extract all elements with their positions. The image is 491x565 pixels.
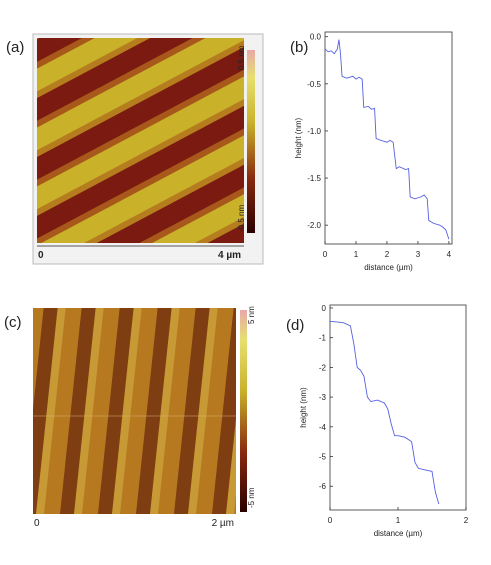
x-tick-label: 4 (447, 250, 452, 259)
colorbar (240, 310, 247, 512)
x-tick-label: 3 (416, 250, 421, 259)
scale-start: 0 (38, 250, 44, 261)
panel-label: (a) (6, 39, 24, 56)
plot-frame (324, 31, 453, 245)
y-tick-label: 0 (322, 304, 327, 313)
colorbar-min: -0.5 nm (237, 205, 246, 232)
y-axis-label: height (nm) (294, 117, 303, 158)
colorbar-max: 0.5 nm (237, 45, 246, 70)
scale-end: 4 µm (218, 250, 241, 261)
y-tick-label: -1.5 (307, 174, 321, 183)
y-tick-label: -2.0 (307, 221, 321, 230)
y-tick-label: 0.0 (310, 33, 322, 42)
colorbar (247, 50, 255, 233)
afm-image (37, 38, 244, 243)
y-tick-label: -6 (319, 482, 327, 491)
y-axis-label: height (nm) (299, 387, 308, 428)
colorbar-max: 5 nm (247, 306, 256, 324)
scale-end: 2 µm (212, 518, 234, 529)
scale-start: 0 (34, 518, 40, 529)
x-tick-label: 1 (396, 516, 401, 525)
x-axis-label: distance (µm) (364, 263, 413, 272)
x-tick-label: 0 (328, 516, 333, 525)
x-tick-label: 0 (323, 250, 328, 259)
y-tick-label: -3 (319, 393, 327, 402)
y-tick-label: -0.5 (307, 80, 321, 89)
plot-frame (329, 304, 467, 511)
y-tick-label: -1.0 (307, 127, 321, 136)
panel-label: (d) (286, 317, 304, 334)
y-tick-label: -5 (319, 453, 327, 462)
x-axis-label: distance (µm) (374, 529, 423, 538)
panel-label: (c) (4, 314, 22, 331)
afm-image (33, 308, 236, 514)
y-tick-label: -2 (319, 363, 327, 372)
colorbar-min: -5 nm (247, 487, 256, 508)
y-tick-label: -4 (319, 423, 327, 432)
panel-label: (b) (290, 39, 308, 56)
x-tick-label: 2 (464, 516, 469, 525)
profile-line (324, 39, 450, 240)
x-tick-label: 2 (385, 250, 390, 259)
x-tick-label: 1 (354, 250, 359, 259)
profile-line (329, 320, 440, 505)
y-tick-label: -1 (319, 334, 327, 343)
